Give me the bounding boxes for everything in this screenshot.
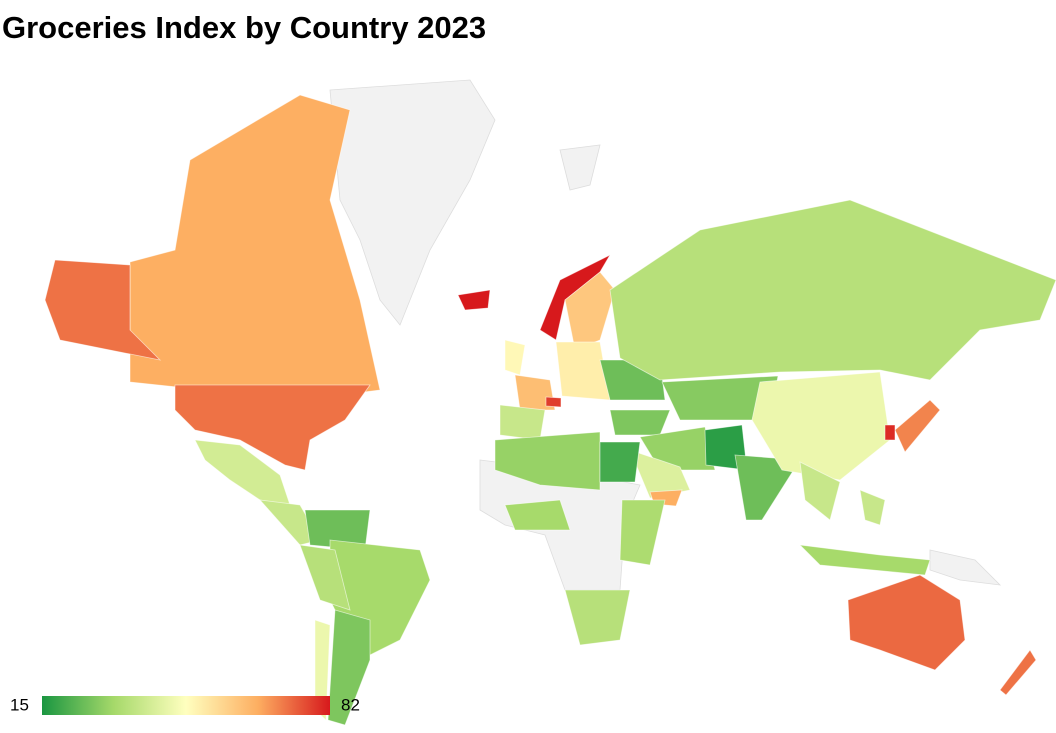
country-region	[609, 199, 1056, 381]
country-region	[174, 384, 371, 471]
country-region	[494, 431, 601, 491]
country-region	[499, 404, 546, 441]
legend: 15 82	[10, 695, 360, 715]
country-region	[999, 649, 1037, 696]
country-region	[514, 374, 556, 411]
country-region	[798, 544, 931, 576]
country-region	[894, 399, 941, 453]
country-region	[619, 499, 666, 566]
country-region	[751, 371, 891, 481]
country-region	[847, 574, 966, 671]
country-region	[504, 339, 526, 376]
greenland	[329, 79, 496, 326]
country-region	[564, 589, 631, 646]
country-region	[129, 94, 381, 401]
country-region	[599, 441, 641, 483]
countries	[44, 94, 1056, 726]
country-region	[545, 396, 562, 408]
chart-title: Groceries Index by Country 2023	[2, 10, 486, 45]
country-region	[555, 341, 611, 401]
svalbard	[559, 144, 601, 191]
legend-min: 15	[10, 695, 29, 714]
color-bar	[42, 696, 330, 715]
country-region	[457, 289, 491, 311]
legend-max: 82	[341, 695, 360, 714]
country-region	[609, 409, 671, 436]
papua	[929, 549, 1002, 586]
country-region	[884, 424, 896, 441]
country-region	[44, 259, 162, 361]
country-region	[859, 489, 886, 526]
country-region	[629, 449, 691, 499]
country-region	[504, 499, 571, 531]
country-region	[314, 619, 331, 721]
country-region	[799, 461, 841, 521]
country-region	[299, 544, 351, 611]
